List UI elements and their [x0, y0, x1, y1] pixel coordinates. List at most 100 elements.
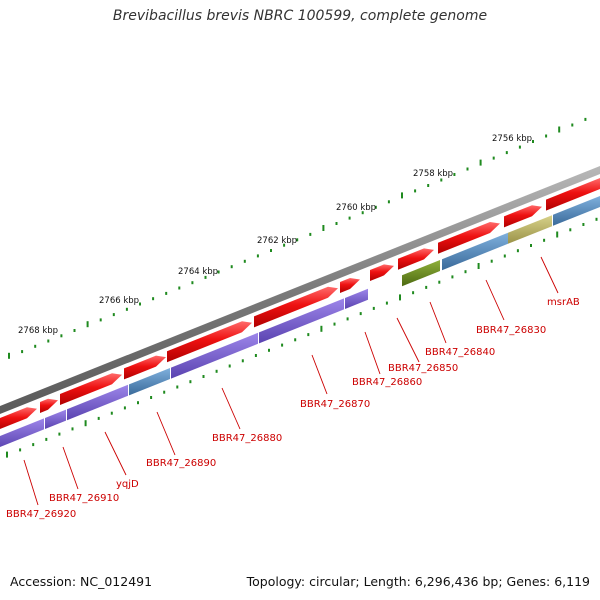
scale-tick	[165, 291, 168, 295]
gene-label: BBR47_26880	[212, 433, 282, 444]
inner-tick	[19, 448, 22, 452]
cds-track	[0, 178, 600, 430]
kbp-label: 2758 kbp	[413, 169, 453, 179]
scale-tick	[387, 200, 390, 204]
cds-arrow	[398, 248, 434, 270]
scale-tick	[99, 318, 102, 322]
scale-tick	[440, 178, 443, 182]
scale-tick	[217, 270, 220, 274]
scale-tick	[230, 265, 233, 269]
inner-tick	[530, 244, 532, 247]
inner-tick	[150, 396, 153, 399]
inner-tick	[503, 254, 506, 258]
scale-labels: 2756 kbp 2758 kbp 2760 kbp 2762 kbp 2764…	[18, 134, 532, 336]
inner-tick	[385, 301, 388, 305]
gene-labels: msrAB BBR47_26830 BBR47_26840 BBR47_2685…	[6, 297, 580, 520]
inner-tick	[241, 359, 244, 363]
gene-label: msrAB	[547, 297, 580, 308]
cds-arrow	[546, 178, 600, 211]
scale-tick	[86, 321, 89, 328]
inner-tick	[412, 291, 415, 295]
scale-tick	[427, 184, 430, 187]
inner-tick	[228, 364, 231, 368]
gene-label: BBR47_26870	[300, 399, 370, 410]
scale-tick	[361, 211, 364, 215]
inner-tick	[189, 380, 192, 384]
cds-arrow	[504, 205, 542, 228]
gene-label: BBR47_26830	[476, 325, 546, 336]
scale-tick	[191, 281, 194, 285]
scale-tick	[309, 232, 312, 236]
inner-tick	[6, 451, 8, 458]
scale-tick	[8, 352, 10, 359]
scale-tick	[335, 222, 338, 225]
scale-tick	[296, 238, 299, 242]
inner-tick	[595, 217, 598, 221]
inner-tick	[110, 411, 113, 415]
cds-arrow	[254, 286, 338, 328]
inner-tick	[307, 333, 310, 337]
scale-tick	[453, 173, 456, 176]
scale-tick	[112, 313, 115, 317]
feature-block	[402, 260, 440, 287]
scale-tick	[47, 339, 50, 343]
kbp-label: 2762 kbp	[257, 236, 297, 246]
inner-tick	[346, 317, 349, 321]
inner-tick	[281, 343, 284, 347]
genome-summary: Topology: circular; Length: 6,296,436 bp…	[246, 574, 590, 589]
scale-tick	[505, 151, 508, 155]
feature-block	[129, 368, 170, 396]
cds-arrow	[124, 355, 166, 380]
inner-tick	[58, 432, 61, 436]
inner-tick	[163, 390, 166, 394]
inner-tick	[32, 443, 35, 447]
inner-tick	[451, 275, 454, 279]
scale-tick	[152, 297, 155, 301]
feature-block	[442, 232, 508, 271]
cds-arrow	[0, 407, 37, 430]
gene-label: BBR47_26890	[146, 458, 216, 469]
cds-arrow	[438, 222, 500, 254]
inner-tick	[320, 325, 323, 332]
feature-block	[0, 418, 44, 448]
feature-block	[171, 332, 258, 379]
scale-tick	[348, 216, 351, 220]
scale-tick	[256, 254, 259, 258]
inner-tick	[477, 263, 480, 269]
scale-tick	[414, 189, 417, 193]
inner-tick	[425, 285, 428, 289]
gene-label: BBR47_26850	[388, 363, 458, 374]
cds-arrow	[167, 321, 252, 363]
scale-tick	[125, 307, 128, 311]
scale-tick	[283, 243, 286, 247]
inner-tick	[490, 259, 493, 263]
inner-tick	[464, 270, 467, 274]
map-title: Brevibacillus brevis NBRC 100599, comple…	[112, 8, 488, 24]
inner-tick	[254, 354, 257, 357]
scale-tick	[492, 156, 495, 160]
gene-label: BBR47_26860	[352, 377, 422, 388]
inner-tick	[333, 322, 336, 326]
scale-tick	[401, 192, 403, 199]
scale-tick	[545, 134, 548, 138]
scale-tick	[322, 225, 325, 231]
inner-tick	[399, 294, 401, 301]
inner-tick	[438, 280, 441, 284]
inner-tick	[176, 385, 179, 389]
inner-tick	[84, 420, 87, 427]
inner-ticks	[6, 217, 598, 458]
scale-tick	[584, 117, 587, 121]
inner-tick	[268, 348, 270, 352]
scale-tick	[558, 126, 561, 133]
scale-tick	[21, 350, 24, 354]
inner-tick	[543, 238, 546, 242]
scale-tick	[571, 123, 574, 127]
kbp-label: 2766 kbp	[99, 296, 139, 306]
scale-tick	[178, 286, 181, 290]
scale-tick	[60, 334, 63, 338]
scale-tick	[532, 140, 534, 143]
scale-tick	[374, 205, 377, 209]
inner-tick	[516, 249, 519, 253]
inner-tick	[71, 427, 74, 431]
cds-arrow	[40, 398, 58, 413]
